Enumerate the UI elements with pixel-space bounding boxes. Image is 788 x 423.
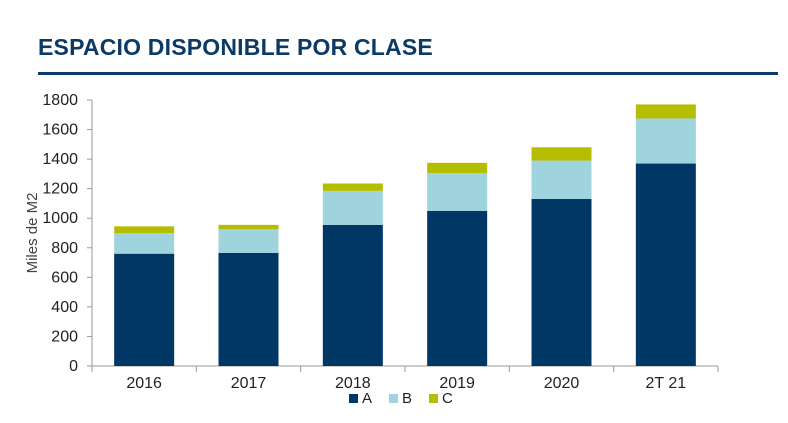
x-tick-label: 2017 (231, 375, 267, 392)
title-divider (38, 72, 778, 75)
bar-segment-c-2019 (427, 162, 488, 174)
legend-label-b: B (402, 390, 412, 407)
y-tick-label: 0 (69, 358, 78, 375)
x-tick-label: 2020 (544, 375, 580, 392)
bar-segment-b-2020 (531, 160, 592, 200)
y-tick-label: 400 (51, 299, 78, 316)
legend-label-c: C (442, 390, 453, 407)
y-tick-label: 1800 (42, 92, 78, 109)
bar-segment-a-2016 (114, 253, 175, 366)
chart-title: ESPACIO DISPONIBLE POR CLASE (38, 34, 433, 60)
x-tick-label: 2T 21 (646, 375, 687, 392)
legend-swatch-a (349, 394, 358, 403)
bar-segment-c-2t-21 (635, 104, 696, 119)
y-tick-label: 1000 (42, 210, 78, 227)
x-tick-label: 2019 (439, 375, 475, 392)
x-tick-label: 2016 (126, 375, 162, 392)
y-tick-label: 1200 (42, 181, 78, 198)
bar-segment-b-2018 (322, 190, 383, 225)
bar-segment-a-2017 (218, 252, 279, 366)
bar-segment-c-2016 (114, 226, 175, 233)
legend-swatch-b (389, 394, 398, 403)
bar-segment-a-2018 (322, 224, 383, 366)
legend-label-a: A (362, 390, 372, 407)
legend-swatch-c (429, 394, 438, 403)
bar-segment-c-2020 (531, 147, 592, 161)
bar-segment-b-2019 (427, 173, 488, 211)
bar-segment-a-2019 (427, 210, 488, 366)
bar-segment-a-2t-21 (635, 163, 696, 366)
y-tick-label: 600 (51, 269, 78, 286)
bar-segment-c-2017 (218, 224, 279, 230)
x-tick-label: 2018 (335, 375, 371, 392)
y-tick-label: 1400 (42, 151, 78, 168)
y-tick-label: 1600 (42, 122, 78, 139)
bar-segment-b-2017 (218, 229, 279, 253)
y-axis-title: Miles de M2 (24, 193, 41, 274)
bar-segment-a-2020 (531, 199, 592, 366)
bar-segment-b-2016 (114, 233, 175, 254)
y-tick-label: 200 (51, 328, 78, 345)
bar-segment-b-2t-21 (635, 118, 696, 164)
y-tick-label: 800 (51, 240, 78, 257)
bar-segment-c-2018 (322, 183, 383, 191)
